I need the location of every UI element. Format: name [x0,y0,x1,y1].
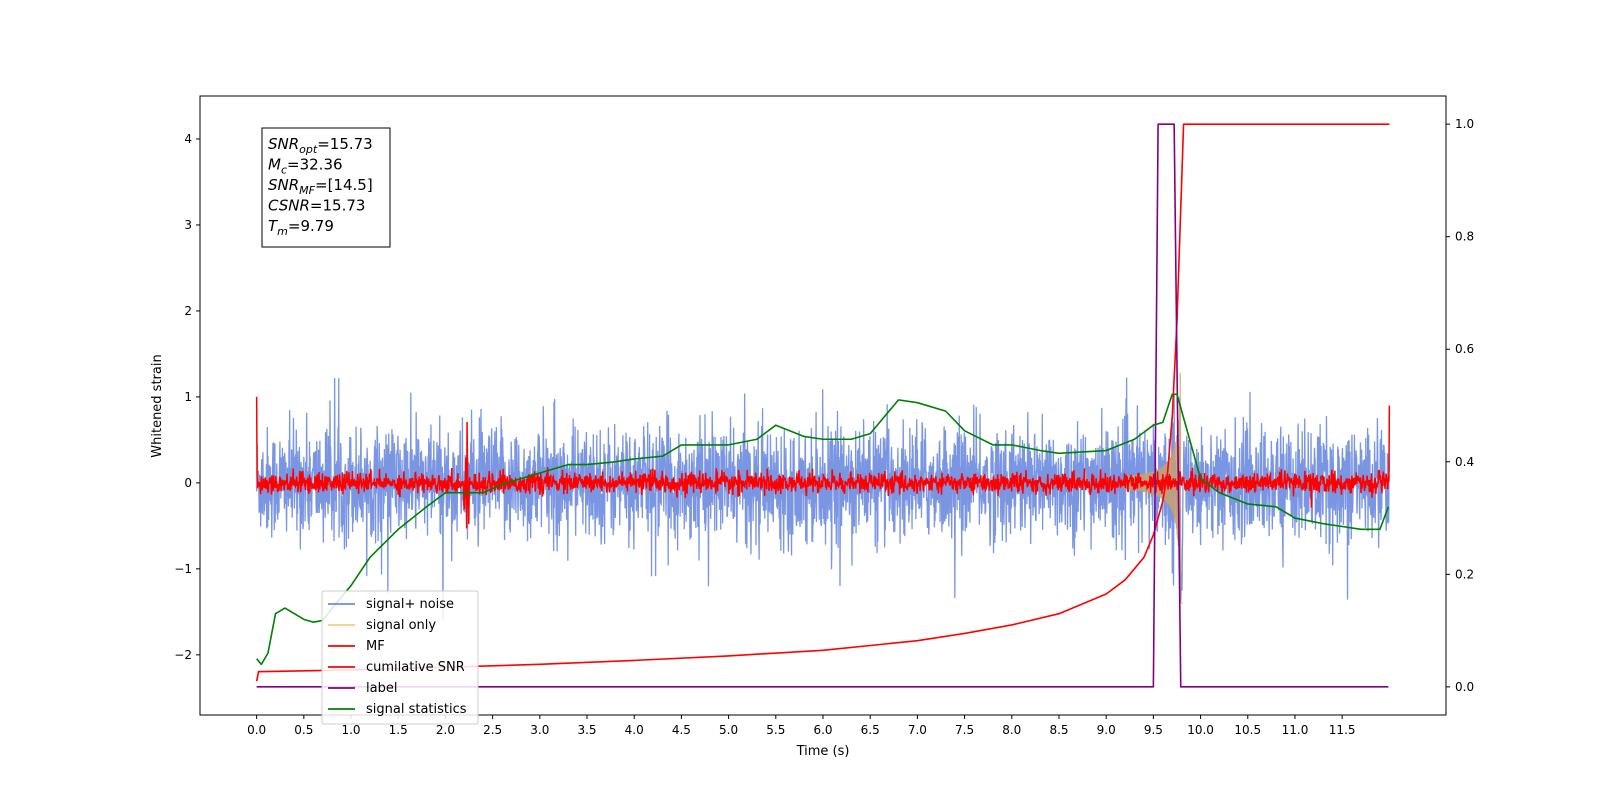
x-tick-label: 5.0 [719,723,738,737]
x-tick-label: 5.5 [766,723,785,737]
y-tick-label: 1 [184,390,192,404]
legend: signal+ noise signal only MF cumilative SNR… [321,590,479,725]
x-tick-label: 8.0 [1002,723,1021,737]
y2-tick-label: 0.2 [1455,567,1474,581]
x-tick-label: 7.5 [955,723,974,737]
x-tick-label: 10.0 [1187,723,1214,737]
x-tick-label: 2.0 [436,723,455,737]
x-tick-label: 9.5 [1144,723,1163,737]
stat-line: SNRopt=15.73 [268,135,373,156]
x-tick-label: 11.5 [1329,723,1356,737]
x-tick-label: 3.0 [530,723,549,737]
legend-entry: MF [366,639,385,654]
y-tick-label: 3 [184,218,192,232]
y-tick-label: 0 [184,476,192,490]
stat-line: Tm=9.79 [268,217,334,238]
x-tick-label: 1.5 [389,723,408,737]
x-tick-label: 6.5 [861,723,880,737]
series-cumulative-snr [255,123,1390,682]
y-axis-left: −2 −1 0 1 2 3 4 [174,132,200,662]
legend-box [321,590,479,725]
y-tick-label: −1 [174,562,192,576]
x-tick-label: 9.0 [1097,723,1116,737]
y2-tick-label: 0.6 [1455,342,1474,356]
legend-entry: signal only [366,618,436,633]
x-tick-label: 1.0 [341,723,360,737]
legend-entry: cumilative SNR [366,660,465,675]
y2-tick-label: 1.0 [1455,117,1474,131]
x-tick-label: 11.0 [1282,723,1309,737]
y-axis-label: Whitened strain [150,354,165,457]
x-tick-label: 10.5 [1234,723,1261,737]
x-tick-label: 3.5 [577,723,596,737]
stat-line: SNRMF=[14.5] [268,176,373,197]
x-tick-label: 7.0 [908,723,927,737]
x-tick-label: 0.5 [294,723,313,737]
series-label [256,123,1389,688]
x-tick-label: 2.5 [483,723,502,737]
x-tick-label: 6.0 [813,723,832,737]
y2-tick-label: 0.4 [1455,455,1474,469]
stat-line: Mc=32.36 [268,156,343,177]
stat-line: CSNR=15.73 [268,197,365,215]
x-axis: 0.0 0.5 1.0 1.5 2.0 2.5 3.0 3.5 4.0 4.5 5.0 5.5 6.0 6… [247,715,1356,737]
legend-entry: signal+ noise [366,597,454,612]
x-axis-label: Time (s) [796,744,850,759]
stats-annotation: SNRopt=15.73Mc=32.36SNRMF=[14.5]CSNR=15.… [261,127,391,248]
y2-tick-label: 0.0 [1455,680,1474,694]
y-tick-label: 2 [184,304,192,318]
x-tick-label: 8.5 [1049,723,1068,737]
x-tick-label: 0.0 [247,723,266,737]
legend-entry: signal statistics [366,702,467,717]
y2-tick-label: 0.8 [1455,230,1474,244]
y-axis-right: 0.0 0.2 0.4 0.6 0.8 1.0 [1446,117,1474,694]
x-tick-label: 4.5 [672,723,691,737]
stats-box [261,127,391,248]
y-tick-label: 4 [184,132,192,146]
y-tick-label: −2 [174,648,192,662]
x-tick-label: 4.0 [625,723,644,737]
legend-entry: label [366,681,397,696]
